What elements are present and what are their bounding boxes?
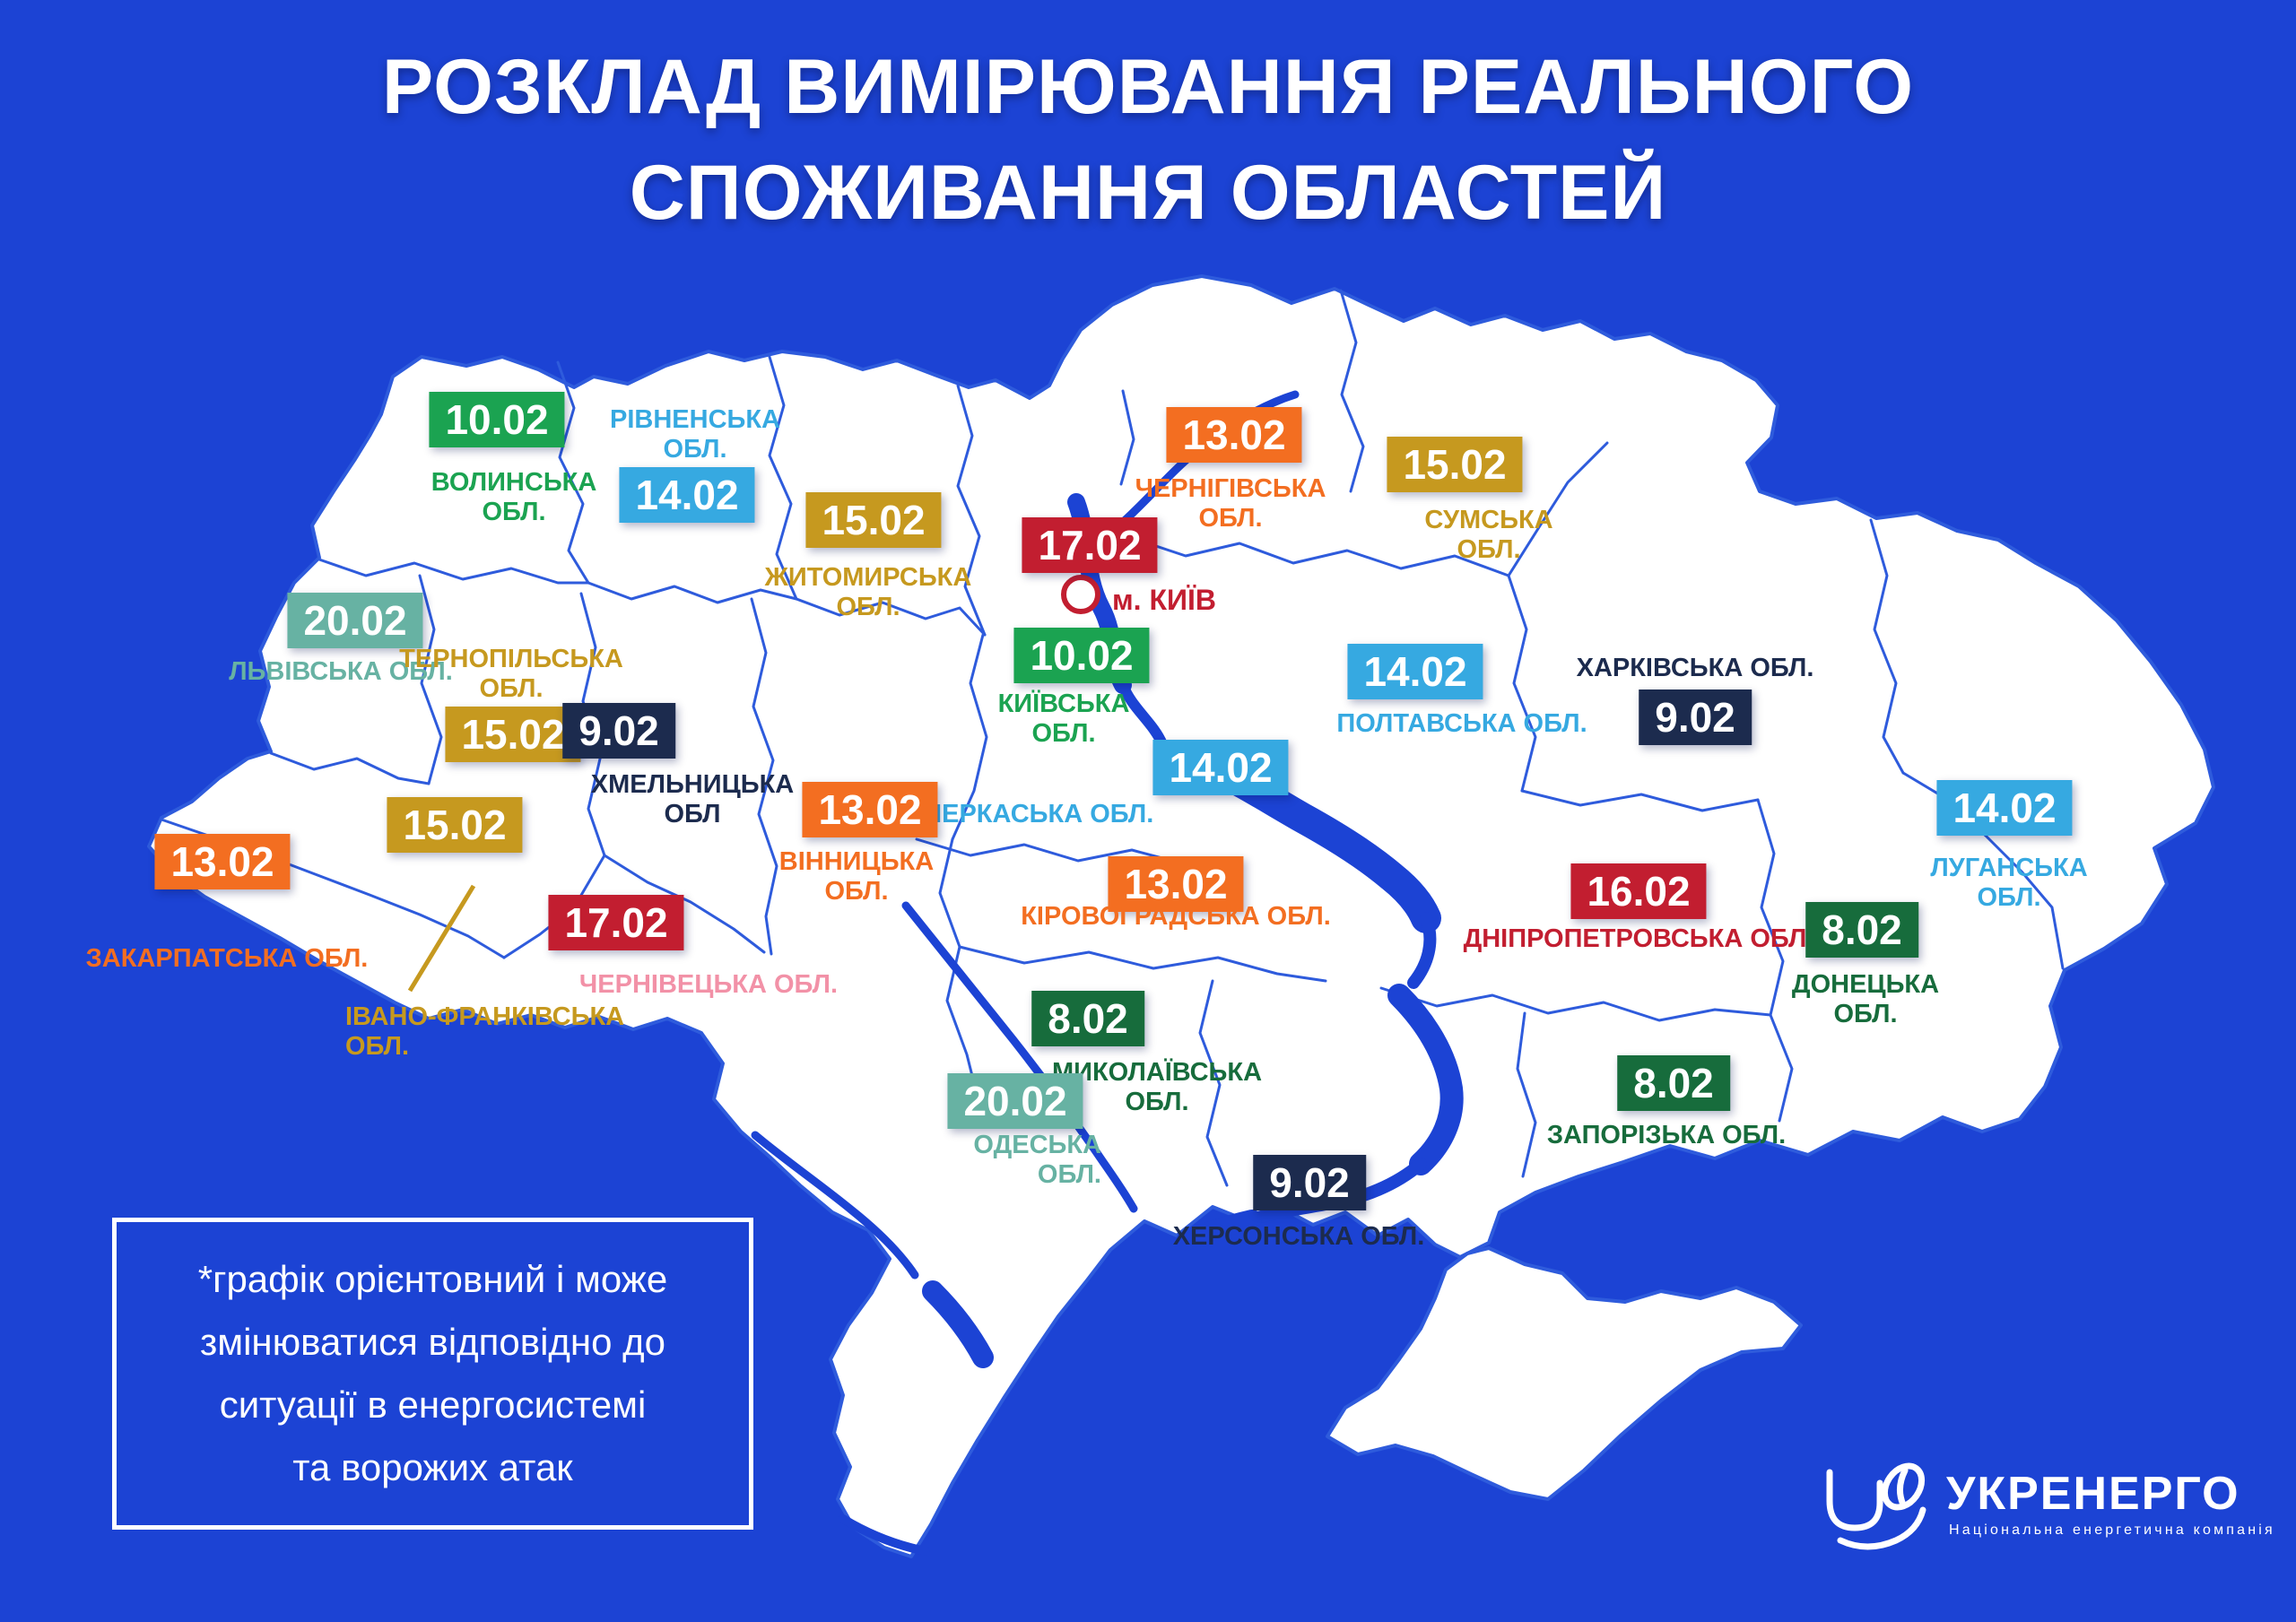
date-badge-sumska: 15.02 xyxy=(1387,437,1523,492)
page-title: РОЗКЛАД ВИМІРЮВАННЯ РЕАЛЬНОГО СПОЖИВАННЯ… xyxy=(0,34,2296,246)
logo-name: УКРЕНЕРГО xyxy=(1946,1468,2240,1520)
label-odeska: ОДЕСЬКА ОБЛ. xyxy=(973,1131,1101,1189)
date-badge-khersonska: 9.02 xyxy=(1253,1155,1366,1210)
label-sumska: СУМСЬКА ОБЛ. xyxy=(1424,506,1553,564)
label-khersonska: ХЕРСОНСЬКА ОБЛ. xyxy=(1172,1222,1425,1251)
label-kyivska: КИЇВСЬКА ОБЛ. xyxy=(997,690,1130,748)
date-badge-zaporizka: 8.02 xyxy=(1617,1055,1730,1111)
date-badge-lvivska: 20.02 xyxy=(287,593,423,648)
logo-tagline: Національна енергетична компанія xyxy=(1949,1522,2275,1538)
label-donetska: ДОНЕЦЬКА ОБЛ. xyxy=(1791,970,1940,1028)
label-cherkaska: ЧЕРКАСЬКА ОБЛ. xyxy=(923,800,1154,828)
date-badge-kirovohradska: 13.02 xyxy=(1108,856,1244,912)
label-kyiv-city: м. КИЇВ xyxy=(1112,584,1216,616)
ukrenergo-logo: УКРЕНЕРГО Національна енергетична компан… xyxy=(1821,1462,2273,1560)
title-line-1: РОЗКЛАД ВИМІРЮВАННЯ РЕАЛЬНОГО xyxy=(381,44,1915,130)
label-ternopilska: ТЕРНОПІЛЬСЬКА ОБЛ. xyxy=(399,645,623,703)
kyiv-city-marker xyxy=(1061,575,1100,614)
label-dnipropetrovska: ДНІПРОПЕТРОВСЬКА ОБЛ. xyxy=(1463,924,1814,953)
date-badge-poltavska: 14.02 xyxy=(1347,644,1483,699)
date-badge-cherkaska: 14.02 xyxy=(1152,740,1289,795)
label-zakarpatska: ЗАКАРПАТСЬКА ОБЛ. xyxy=(85,944,369,973)
label-chernihivska: ЧЕРНІГІВСЬКА ОБЛ. xyxy=(1135,474,1326,533)
date-badge-ternopilska: 15.02 xyxy=(445,707,581,762)
date-badge-kyivska: 10.02 xyxy=(1013,628,1150,683)
date-badge-khmelnytska: 9.02 xyxy=(562,703,675,759)
ukrenergo-logo-icon xyxy=(1826,1462,1926,1550)
disclaimer-text: *графік орієнтовний і може змінюватися в… xyxy=(197,1258,668,1488)
date-badge-zhytomyrska: 15.02 xyxy=(805,492,942,548)
label-vinnytska: ВІННИЦЬКА ОБЛ. xyxy=(778,847,935,906)
label-mykolaivska: МИКОЛАЇВСЬКА ОБЛ. xyxy=(1051,1058,1263,1116)
label-luhanska: ЛУГАНСЬКА ОБЛ. xyxy=(1930,854,2088,912)
date-badge-volynska: 10.02 xyxy=(429,392,565,447)
date-badge-zakarpatska: 13.02 xyxy=(154,834,291,889)
date-badge-ivano-frankivska: 15.02 xyxy=(387,797,523,853)
date-badge-kharkivska: 9.02 xyxy=(1639,690,1752,745)
date-badge-donetska: 8.02 xyxy=(1805,902,1918,958)
label-zaporizka: ЗАПОРІЗЬКА ОБЛ. xyxy=(1546,1121,1787,1149)
crimea-peninsula xyxy=(1326,1246,1803,1501)
label-kharkivska: ХАРКІВСЬКА ОБЛ. xyxy=(1576,654,1814,682)
date-badge-odeska: 20.02 xyxy=(947,1073,1083,1129)
title-line-2: СПОЖИВАННЯ ОБЛАСТЕЙ xyxy=(629,150,1667,236)
label-kirovohradska: КІРОВОГРАДСЬКА ОБЛ. xyxy=(1021,902,1331,931)
date-badge-mykolaivska: 8.02 xyxy=(1031,991,1144,1046)
label-lvivska: ЛЬВІВСЬКА ОБЛ. xyxy=(229,657,453,686)
date-badge-rivnenska: 14.02 xyxy=(619,467,755,523)
label-chernivetska: ЧЕРНІВЕЦЬКА ОБЛ. xyxy=(578,970,839,999)
date-badge-dnipropetrovska: 16.02 xyxy=(1570,863,1707,919)
label-volynska: ВОЛИНСЬКА ОБЛ. xyxy=(430,468,597,526)
label-poltavska: ПОЛТАВСЬКА ОБЛ. xyxy=(1336,709,1587,738)
ivano-frankivska-leader-line xyxy=(407,884,476,993)
ukraine-mainland xyxy=(147,274,2215,1558)
label-zhytomyrska: ЖИТОМИРСЬКА ОБЛ. xyxy=(764,563,972,621)
date-badge-chernihivska: 13.02 xyxy=(1166,407,1302,463)
label-rivnenska: РІВНЕНСЬКА ОБЛ. xyxy=(609,405,781,464)
label-ivano-frankivska: ІВАНО-ФРАНКІВСЬКА ОБЛ. xyxy=(345,1002,625,1061)
disclaimer-box: *графік орієнтовний і може змінюватися в… xyxy=(112,1218,753,1530)
date-badge-chernivetska: 17.02 xyxy=(548,895,684,950)
date-badge-luhanska: 14.02 xyxy=(1936,780,2073,836)
date-badge-vinnytska: 13.02 xyxy=(802,782,938,837)
label-khmelnytska: ХМЕЛЬНИЦЬКА ОБЛ xyxy=(590,770,795,828)
date-badge-kyiv-city: 17.02 xyxy=(1022,517,1158,573)
